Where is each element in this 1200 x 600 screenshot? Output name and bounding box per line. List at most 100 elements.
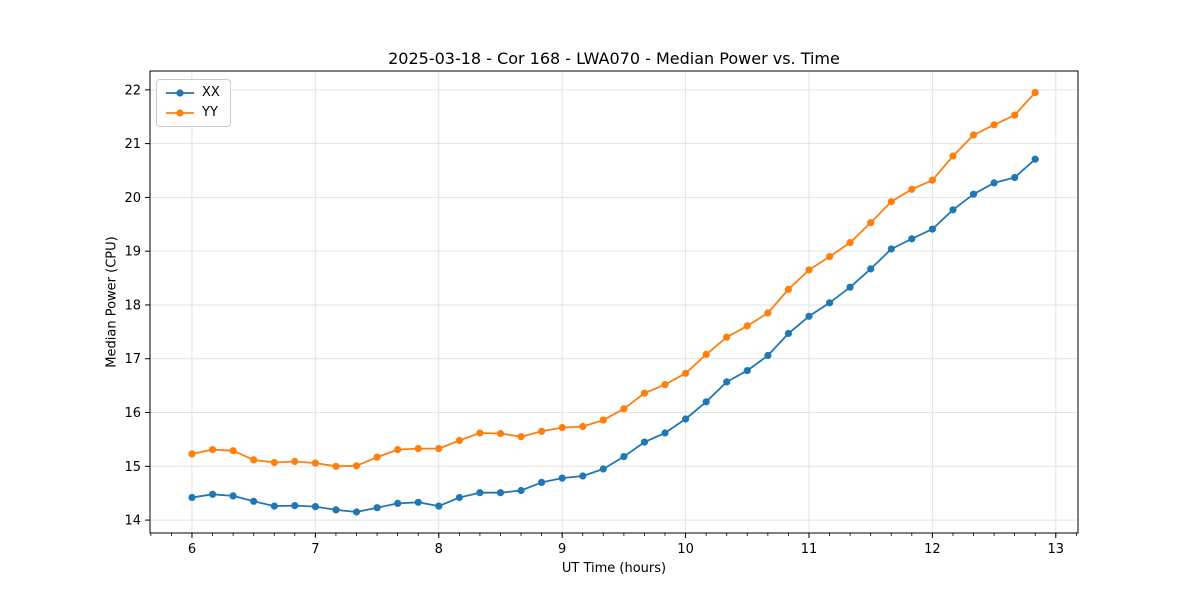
data-point-marker — [229, 447, 237, 455]
data-point-marker — [270, 458, 278, 467]
x-tick-label: 12 — [924, 542, 941, 557]
data-point-marker — [455, 436, 463, 445]
data-point-marker — [805, 266, 813, 274]
data-point-marker — [579, 422, 587, 431]
axes-spines — [149, 70, 1079, 534]
data-point-marker — [887, 198, 895, 206]
data-point-marker — [867, 219, 875, 227]
data-point-marker — [661, 429, 669, 437]
data-point-marker — [682, 415, 690, 423]
data-point-marker — [723, 378, 731, 386]
data-point-marker — [764, 309, 772, 317]
legend-label: XX — [202, 85, 220, 100]
legend-line-marker-icon — [166, 109, 194, 117]
x-tick-label: 11 — [801, 542, 818, 557]
data-point-marker — [640, 389, 649, 397]
data-point-marker — [702, 398, 710, 406]
data-point-marker — [846, 283, 854, 291]
data-point-marker — [311, 459, 319, 467]
data-point-marker — [373, 504, 381, 512]
data-point-marker — [394, 446, 402, 454]
data-point-marker — [969, 131, 978, 139]
y-tick-label: 18 — [124, 298, 141, 313]
x-tick-label: 6 — [188, 542, 196, 557]
data-point-marker — [538, 478, 546, 486]
data-point-marker — [435, 502, 443, 510]
y-tick-label: 22 — [124, 83, 141, 98]
data-point-marker — [826, 253, 834, 261]
data-point-marker — [846, 239, 854, 247]
data-point-marker — [250, 456, 258, 464]
data-point-marker — [188, 450, 196, 458]
x-tick-label: 7 — [311, 542, 319, 557]
data-point-marker — [764, 351, 772, 360]
data-point-marker — [209, 490, 217, 498]
data-point-marker — [599, 416, 607, 424]
data-point-marker — [188, 493, 196, 502]
data-point-marker — [311, 503, 319, 511]
data-point-marker — [620, 453, 628, 461]
x-tick-label: 9 — [558, 542, 566, 557]
data-point-marker — [661, 381, 669, 389]
data-point-marker — [784, 285, 793, 293]
data-point-marker — [332, 506, 340, 514]
y-tick-label: 14 — [124, 514, 141, 529]
data-point-marker — [579, 472, 587, 480]
y-tick-label: 16 — [124, 406, 141, 421]
legend-line-marker-icon — [166, 89, 194, 97]
data-point-marker — [291, 502, 299, 510]
data-point-marker — [826, 299, 834, 307]
data-point-marker — [270, 502, 278, 510]
data-point-marker — [1031, 155, 1039, 163]
data-point-marker — [538, 427, 546, 435]
legend-item-xx: XX — [165, 85, 220, 101]
data-point-marker — [702, 350, 710, 358]
data-point-marker — [496, 429, 505, 438]
data-point-marker — [743, 322, 751, 330]
data-point-marker — [887, 245, 895, 253]
data-point-marker — [373, 453, 381, 461]
data-point-marker — [867, 265, 875, 273]
data-point-marker — [414, 445, 422, 453]
data-point-marker — [743, 367, 751, 375]
data-point-marker — [928, 176, 937, 184]
data-point-marker — [908, 235, 916, 243]
y-tick-label: 21 — [124, 137, 141, 152]
data-point-marker — [229, 492, 237, 500]
legend-label: YY — [202, 105, 218, 120]
data-point-marker — [352, 508, 361, 516]
data-point-marker — [640, 438, 649, 446]
series-yy — [188, 88, 1039, 470]
data-point-marker — [969, 190, 978, 198]
data-point-marker — [928, 225, 937, 233]
data-point-marker — [599, 465, 607, 473]
data-point-marker — [990, 121, 998, 129]
data-point-marker — [784, 329, 793, 338]
data-point-marker — [332, 462, 340, 470]
data-point-marker — [949, 206, 957, 214]
data-point-marker — [949, 152, 957, 160]
data-point-marker — [805, 312, 813, 320]
y-tick-label: 17 — [124, 352, 141, 367]
series-line — [191, 91, 1037, 468]
legend-item-yy: YY — [165, 105, 220, 121]
data-point-marker — [209, 446, 217, 454]
data-point-marker — [414, 498, 422, 506]
data-point-marker — [250, 497, 258, 505]
x-tick-label: 13 — [1048, 542, 1065, 557]
data-point-marker — [476, 429, 484, 437]
x-axis-label: UT Time (hours) — [561, 561, 667, 576]
data-point-marker — [620, 405, 628, 413]
data-point-marker — [496, 489, 505, 497]
series-line — [191, 158, 1037, 513]
data-point-marker — [1031, 88, 1039, 97]
data-point-marker — [682, 369, 690, 377]
data-point-marker — [558, 474, 566, 482]
data-point-marker — [558, 424, 566, 432]
data-point-marker — [517, 433, 525, 441]
chart-title: 2025-03-18 - Cor 168 - LWA070 - Median P… — [388, 49, 840, 68]
x-tick-label: 10 — [677, 542, 694, 557]
data-point-marker — [990, 179, 998, 187]
data-point-marker — [291, 457, 299, 466]
